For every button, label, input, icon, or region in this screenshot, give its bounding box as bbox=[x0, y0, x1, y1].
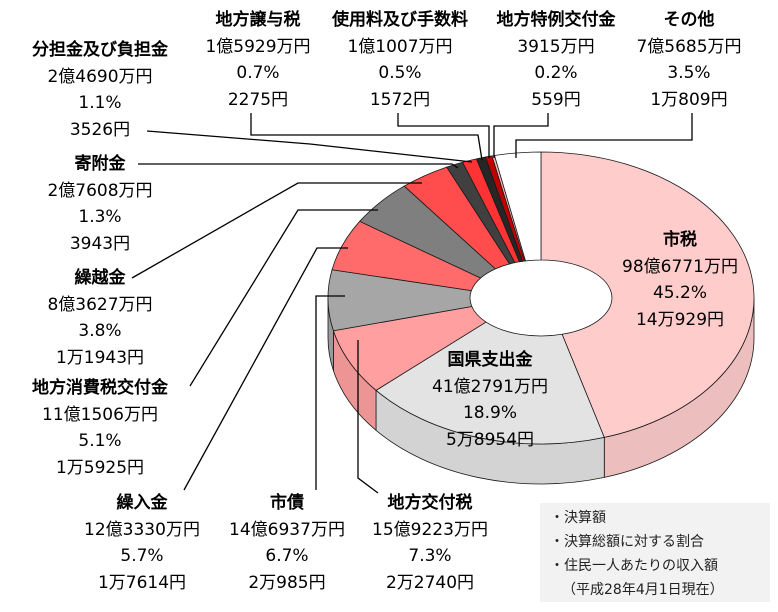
label-percent: 45.2% bbox=[652, 283, 707, 303]
label-amount: 1億1007万円 bbox=[347, 36, 453, 57]
label-amount: 3915万円 bbox=[517, 36, 595, 57]
leader-line-local-transfer-tax bbox=[250, 113, 483, 161]
leader-line-other bbox=[515, 113, 693, 158]
label-per-capita: 2万2740円 bbox=[385, 572, 475, 593]
label-percent: 5.7% bbox=[120, 546, 164, 566]
leader-line-carryover bbox=[131, 182, 422, 279]
label-per-capita: 2275円 bbox=[227, 89, 289, 110]
label-percent: 0.5% bbox=[378, 63, 422, 83]
label-local-consumption-tax-grant: 地方消費税交付金 11億1506万円 5.1% 1万5925円 bbox=[15, 375, 185, 481]
label-carryover: 繰越金 8億3627万円 3.8% 1万1943円 bbox=[15, 265, 185, 371]
label-per-capita: 3526円 bbox=[69, 119, 131, 140]
label-percent: 3.5% bbox=[667, 63, 711, 83]
label-name: 繰入金 bbox=[116, 493, 168, 513]
leader-line-local-consumption-tax-grant bbox=[189, 209, 378, 387]
leader-line-local-allocation-tax bbox=[357, 340, 379, 494]
label-name: 地方譲与税 bbox=[215, 10, 301, 30]
label-per-capita: 1572円 bbox=[369, 89, 431, 110]
label-name: 市債 bbox=[270, 493, 304, 513]
label-amount: 1億5929万円 bbox=[205, 36, 311, 57]
slice-other bbox=[494, 151, 542, 262]
label-per-capita: 1万809円 bbox=[650, 89, 728, 110]
label-per-capita: 5万8954円 bbox=[445, 429, 535, 450]
label-name: 地方消費税交付金 bbox=[32, 378, 168, 398]
label-percent: 18.9% bbox=[462, 403, 517, 423]
label-amount: 8億3627万円 bbox=[47, 294, 153, 315]
label-percent: 1.1% bbox=[78, 93, 122, 113]
label-amount: 2億7608万円 bbox=[47, 180, 153, 201]
label-per-capita: 1万5925円 bbox=[55, 457, 145, 478]
label-percent: 1.3% bbox=[78, 207, 122, 227]
leader-line-donations bbox=[138, 163, 459, 169]
leader-line-transfers-in bbox=[183, 247, 348, 491]
label-city-tax: 市税 98億6771万円 45.2% 14万929円 bbox=[595, 227, 765, 333]
slice-city-tax bbox=[540, 151, 755, 438]
label-name: 国県支出金 bbox=[447, 350, 533, 370]
label-amount: 12億3330万円 bbox=[84, 519, 200, 540]
label-usage-fees: 使用料及び手数料 1億1007万円 0.5% 1572円 bbox=[315, 7, 485, 113]
label-transfers-in: 繰入金 12億3330万円 5.7% 1万7614円 bbox=[57, 490, 227, 596]
label-per-capita: 559円 bbox=[531, 89, 581, 110]
legend-box: ・決算額 ・決算総額に対する割合 ・住民一人あたりの収入額 （平成28年4月1日… bbox=[540, 503, 770, 602]
legend-item-share: ・決算総額に対する割合 bbox=[550, 534, 704, 550]
legend-item-per-capita: ・住民一人あたりの収入額 bbox=[550, 558, 718, 574]
label-name: 使用料及び手数料 bbox=[332, 10, 468, 30]
label-per-capita: 1万1943円 bbox=[55, 347, 145, 368]
label-other: その他 7億5685万円 3.5% 1万809円 bbox=[604, 7, 774, 113]
slice-tops bbox=[327, 151, 755, 445]
label-local-transfer-tax: 地方譲与税 1億5929万円 0.7% 2275円 bbox=[173, 7, 343, 113]
label-percent: 6.7% bbox=[265, 546, 309, 566]
label-percent: 7.3% bbox=[408, 546, 452, 566]
label-name: 寄附金 bbox=[74, 154, 126, 174]
leader-line-local-special-grant bbox=[493, 113, 549, 158]
label-name: 地方交付税 bbox=[387, 493, 473, 513]
leader-line-contributions-and-charges bbox=[146, 130, 473, 163]
leader-line-municipal-bonds bbox=[315, 295, 345, 490]
label-amount: 14億6937万円 bbox=[229, 519, 345, 540]
legend-note: （平成28年4月1日現在） bbox=[562, 582, 724, 598]
label-amount: 2億4690万円 bbox=[47, 66, 153, 87]
label-percent: 3.8% bbox=[78, 321, 122, 341]
label-per-capita: 2万985円 bbox=[248, 572, 326, 593]
label-name: その他 bbox=[663, 10, 715, 30]
leader-lines bbox=[131, 113, 693, 494]
slice-national-prefectural-disbursements bbox=[375, 321, 605, 445]
label-name: 分担金及び負担金 bbox=[32, 40, 168, 60]
label-amount: 15億9223万円 bbox=[372, 519, 488, 540]
label-percent: 0.2% bbox=[534, 63, 578, 83]
label-national-prefectural-disbursements: 国県支出金 41億2791万円 18.9% 5万8954円 bbox=[405, 347, 575, 453]
label-per-capita: 3943円 bbox=[69, 233, 131, 254]
label-amount: 41億2791万円 bbox=[432, 376, 548, 397]
legend-item-amount: ・決算額 bbox=[550, 510, 606, 526]
label-local-allocation-tax: 地方交付税 15億9223万円 7.3% 2万2740円 bbox=[345, 490, 515, 596]
label-amount: 7億5685万円 bbox=[636, 36, 742, 57]
label-name: 地方特例交付金 bbox=[496, 10, 616, 30]
label-local-special-grant: 地方特例交付金 3915万円 0.2% 559円 bbox=[471, 7, 641, 113]
label-per-capita: 1万7614円 bbox=[97, 572, 187, 593]
leader-line-usage-fees bbox=[397, 113, 490, 158]
label-donations: 寄附金 2億7608万円 1.3% 3943円 bbox=[15, 151, 185, 257]
label-amount: 11億1506万円 bbox=[42, 404, 158, 425]
label-percent: 5.1% bbox=[78, 431, 122, 451]
label-percent: 0.7% bbox=[236, 63, 280, 83]
label-name: 市税 bbox=[663, 230, 697, 250]
label-contributions-and-charges: 分担金及び負担金 2億4690万円 1.1% 3526円 bbox=[15, 37, 185, 143]
label-name: 繰越金 bbox=[74, 268, 126, 288]
label-municipal-bonds: 市債 14億6937万円 6.7% 2万985円 bbox=[202, 490, 372, 596]
label-per-capita: 14万929円 bbox=[635, 309, 725, 330]
label-amount: 98億6771万円 bbox=[622, 256, 738, 277]
